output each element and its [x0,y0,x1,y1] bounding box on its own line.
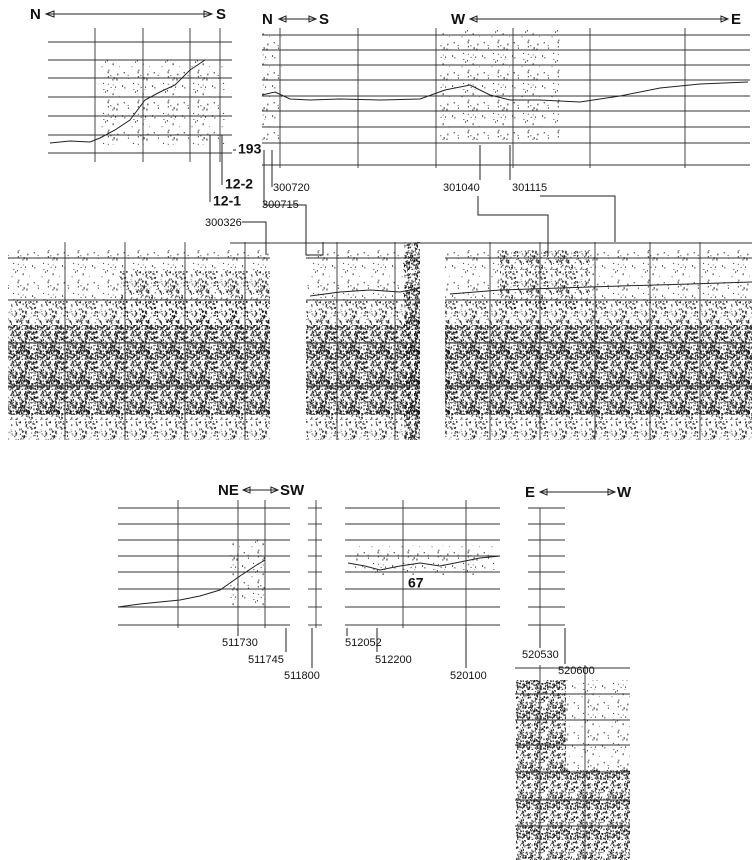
stipple [516,680,566,860]
marker-label: 512200 [375,654,412,666]
direction-label: S [319,11,329,28]
stipple [355,545,495,575]
marker-label: 12-2 [225,176,253,192]
direction-label: NE [218,482,239,499]
stipple [100,60,225,145]
stipple [306,325,420,415]
marker-label: 520100 [450,670,487,682]
direction-label: N [30,6,41,23]
direction-label: E [731,11,741,28]
stipple [445,325,752,415]
leader [540,196,615,242]
direction-label: S [216,6,226,23]
marker-label: 301115 [512,182,547,194]
marker-label: 300715 [262,199,299,211]
marker-label: 512052 [345,637,382,649]
grid-layer [8,28,752,860]
stipple [566,770,630,860]
marker-label: 193 [238,141,262,157]
stipple [440,30,560,140]
stipple [560,680,630,770]
marker-label: 12-1 [213,193,241,209]
marker-label: 301040 [443,182,480,194]
marker-label: 520530 [522,649,559,661]
stipple [500,250,590,310]
stipple-layer [8,30,752,860]
direction-label: W [451,11,466,28]
stipple [8,325,270,415]
direction-label: SW [280,482,305,499]
page: N S N S W E NE SW E W 193 12-2 12-1 [0,0,752,860]
marker-label: 300720 [273,182,310,194]
direction-label: N [262,11,273,28]
marker-label: 511800 [284,670,320,682]
marker-label: 520600 [558,665,595,677]
direction-label: E [525,484,535,501]
stipple [262,30,282,140]
leader [478,196,548,255]
marker-label: 511730 [222,637,258,649]
marker-label: 300326 [205,217,242,229]
figure: N S N S W E NE SW E W 193 12-2 12-1 [0,0,752,860]
annotation: 67 [408,575,424,591]
marker-label: 511745 [248,654,284,666]
stipple [230,540,265,610]
stipple [404,242,420,440]
direction-label: W [617,484,632,501]
